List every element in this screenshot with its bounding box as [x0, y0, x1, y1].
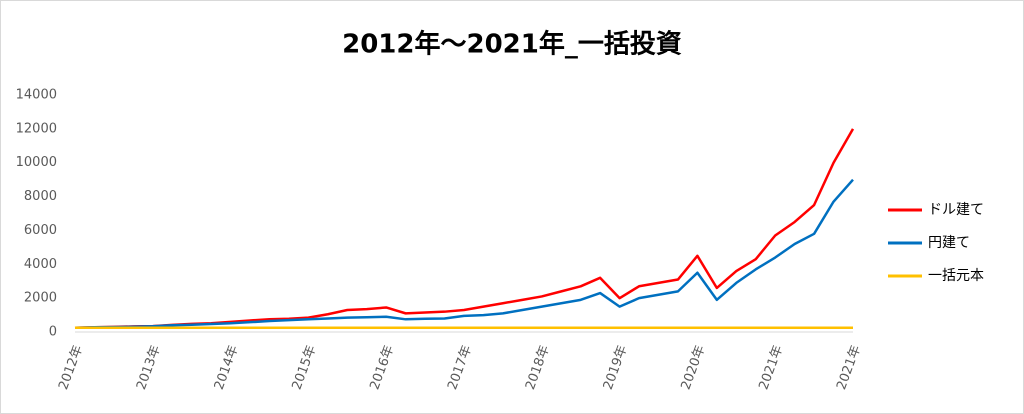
- y-tick-label: 12000: [16, 121, 57, 136]
- y-tick-label: 6000: [24, 223, 57, 238]
- legend-label: 一括元本: [928, 268, 984, 284]
- y-tick-label: 2000: [24, 291, 57, 306]
- y-tick-label: 10000: [16, 155, 57, 170]
- y-tick-label: 4000: [24, 257, 57, 272]
- legend-label: 円建て: [928, 235, 970, 251]
- y-tick-label: 14000: [16, 88, 57, 103]
- series-line: [74, 178, 854, 330]
- y-tick-label: 0: [49, 325, 57, 340]
- legend-label: ドル建て: [928, 202, 984, 218]
- y-tick-label: 8000: [24, 189, 57, 204]
- chart-title: 2012年～2021年_一括投資: [342, 29, 682, 60]
